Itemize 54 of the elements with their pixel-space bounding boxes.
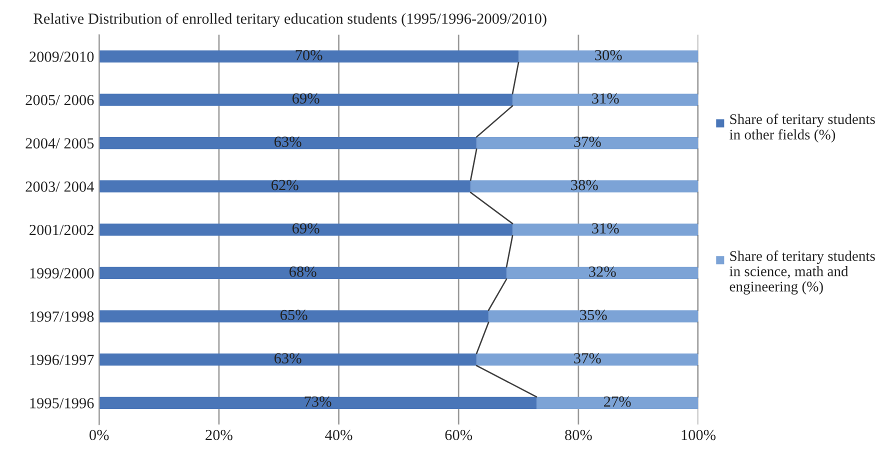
y-tick-label: 2005/ 2006 [26, 94, 94, 106]
data-label: 37% [574, 353, 601, 364]
data-label: 27% [604, 396, 631, 407]
data-label: 31% [592, 223, 619, 234]
y-tick-label: 1999/2000 [30, 268, 94, 278]
bar [506, 266, 698, 280]
data-label: 70% [296, 50, 322, 60]
data-label: 30% [595, 50, 622, 60]
data-label: 35% [580, 310, 607, 320]
data-label: 69% [292, 93, 320, 104]
y-tick-label: 2003/ 2004 [26, 182, 94, 192]
bar [99, 50, 519, 63]
bar [512, 94, 698, 106]
x-tick-label: 20% [206, 430, 232, 440]
bar [99, 396, 536, 409]
data-label: 68% [289, 266, 316, 277]
bar [99, 266, 507, 280]
bar [99, 180, 471, 192]
bar [536, 396, 698, 409]
bar [99, 310, 489, 322]
bar [470, 180, 698, 192]
y-tick-label: 1995/1996 [30, 398, 94, 408]
bar [99, 94, 513, 106]
data-label: 69% [292, 223, 320, 234]
data-label: 31% [592, 93, 619, 104]
bar [518, 50, 698, 63]
chart-title: Relative Distribution of enrolled teritary education students (1995/1996-2009/2010) [34, 12, 546, 27]
data-label: 37% [574, 136, 601, 147]
bar [99, 354, 477, 366]
data-label: 32% [589, 266, 616, 277]
x-tick-label: 100% [682, 430, 716, 440]
data-label: 62% [272, 180, 298, 190]
bar [512, 224, 698, 236]
x-tick-label: 0% [90, 430, 109, 440]
data-label: 63% [274, 353, 302, 364]
data-label: 73% [304, 396, 332, 407]
x-tick-label: 60% [445, 430, 472, 440]
y-tick-label: 2009/2010 [30, 52, 94, 62]
bar [488, 310, 698, 322]
y-tick-label: 1996/1997 [30, 354, 94, 366]
bar [476, 354, 698, 366]
bar [99, 137, 477, 150]
y-tick-label: 2001/2002 [30, 224, 94, 236]
legend-label: Share of teritary students in other fields (%) [730, 114, 875, 143]
x-tick-label: 80% [565, 430, 592, 440]
y-tick-label: 1997/1998 [30, 311, 94, 322]
bar [476, 137, 698, 150]
data-label: 38% [571, 180, 598, 190]
bar [99, 224, 513, 236]
y-tick-label: 2004/ 2005 [26, 138, 94, 149]
legend-label: Share of teritary students in science, math and engineering (%) [730, 250, 875, 295]
x-tick-label: 40% [325, 430, 352, 440]
data-label: 63% [274, 136, 302, 147]
data-label: 65% [280, 310, 308, 320]
